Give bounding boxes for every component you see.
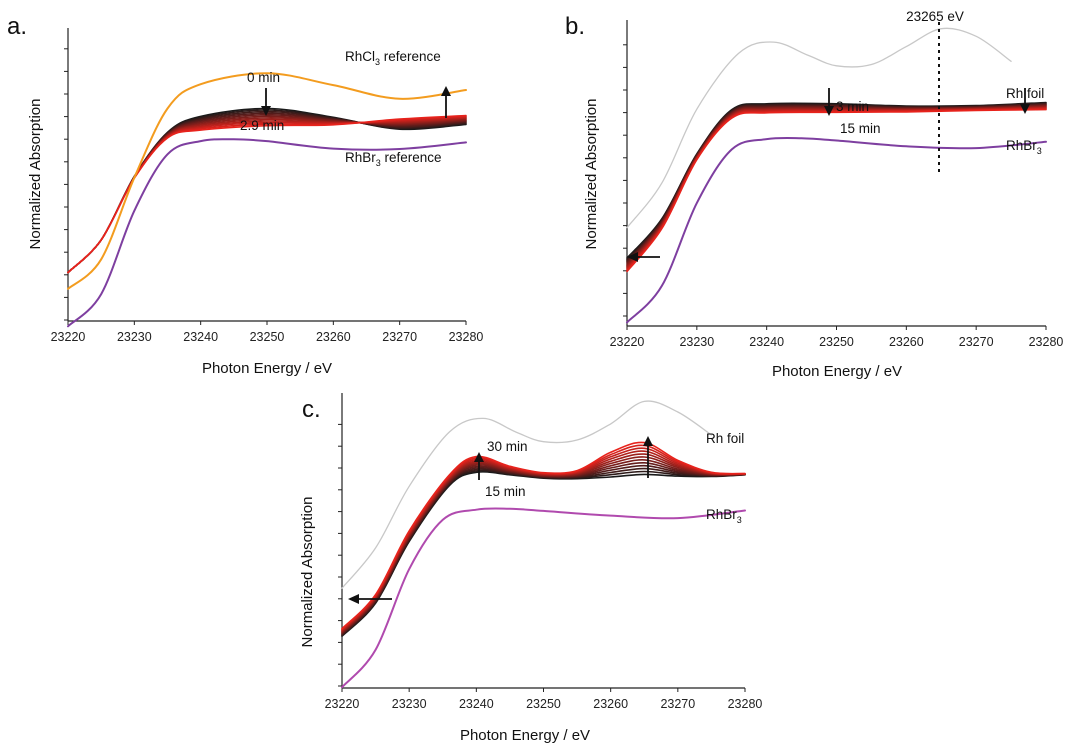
rh-foil-reference-curve-c [341,400,713,589]
time-series-curve [626,104,1047,264]
x-tick-label: 23240 [183,330,218,344]
rh-foil-label-c: Rh foil [706,431,744,446]
x-ticks-c: 23220 23230 23240 23250 23260 23270 23280 [325,688,763,711]
panel-a: a. 23220 23230 23240 23250 23260 23270 23280 N… [7,13,483,377]
rhbr3-c-label-main: RhBr [706,507,737,522]
time-series-curve [626,105,1047,267]
rhbr3-label-c: RhBr3 [706,507,742,525]
time-series-curve [626,108,1047,273]
rhcl3-label-main: RhCl [345,49,375,64]
rh-foil-reference-curve-b [626,27,1012,229]
x-axis-title-a: Photon Energy / eV [202,360,332,377]
x-tick-label: 23220 [51,330,86,344]
rhbr3-a-label-sub: 3 [376,158,381,168]
x-tick-label: 23270 [660,697,695,711]
rhbr3-a-label-main: RhBr [345,150,376,165]
x-tick-label: 23280 [1029,335,1064,349]
x-tick-label: 23240 [459,697,494,711]
time-series-curve [626,104,1047,265]
x-ticks-a: 23220 23230 23240 23250 23260 23270 23280 [51,321,484,344]
x-tick-label: 23270 [382,330,417,344]
x-tick-label: 23250 [819,335,854,349]
rhbr3-reference-curve-b [626,136,1047,324]
up-arrow-icon [474,452,484,480]
rhcl3-reference-label: RhCl3 reference [345,49,441,67]
up-arrow-icon [441,86,451,118]
end-time-label-b: 15 min [840,121,881,136]
rhbr3-reference-curve-c [341,507,746,689]
series-group-a [67,107,467,274]
time-series-curve [626,101,1047,259]
time-series-curve [626,107,1047,270]
x-axis-title-c: Photon Energy / eV [460,727,590,744]
down-arrow-icon [261,88,271,116]
rhbr3-c-label-sub: 3 [737,515,742,525]
time-series-curve [67,114,467,274]
rhbr3-reference-label-a: RhBr3 reference [345,150,442,168]
start-time-label-b: 3 min [836,99,869,114]
time-series-curve [626,103,1047,263]
rhcl3-label-sub: 3 [375,57,380,67]
x-ticks-b: 23220 23230 23240 23250 23260 23270 23280 [610,326,1064,349]
x-tick-label: 23260 [889,335,924,349]
x-tick-label: 23220 [610,335,645,349]
panel-label-b: b. [565,13,585,40]
up-arrow-icon [643,436,653,478]
time-series-curve [626,103,1047,262]
x-tick-label: 23230 [117,330,152,344]
rhcl3-reference-curve [67,72,467,290]
rhbr3-a-label-tail: reference [381,150,442,165]
time-series-curve [626,106,1047,268]
x-tick-label: 23250 [250,330,285,344]
time-series-curve [341,441,746,630]
rhcl3-label-tail: reference [380,49,441,64]
start-time-label-c: 15 min [485,484,526,499]
y-axis-title-b: Normalized Absorption [583,99,600,250]
y-ticks-a [64,48,68,321]
rhbr3-label-b: RhBr3 [1006,138,1042,156]
x-tick-label: 23230 [392,697,427,711]
series-group-b [626,101,1047,273]
y-axis-title-c: Normalized Absorption [299,497,316,648]
panel-b: b. 23220 23230 23240 23250 23260 23270 23280 N… [565,9,1063,380]
x-axis-title-b: Photon Energy / eV [772,363,902,380]
x-tick-label: 23230 [679,335,714,349]
x-tick-label: 23270 [959,335,994,349]
rhbr3-b-label-main: RhBr [1006,138,1037,153]
time-series-curve [626,108,1047,271]
end-time-label-a: 2.9 min [240,118,284,133]
x-tick-label: 23260 [593,697,628,711]
rhbr3-reference-curve-a [67,138,467,328]
left-arrow-icon [348,594,392,604]
x-tick-label: 23280 [449,330,484,344]
panel-label-a: a. [7,13,27,40]
panel-label-c: c. [302,396,321,423]
panel-c: c. 23220 23230 23240 23250 23260 23270 23280 N… [299,393,762,744]
y-axis-title-a: Normalized Absorption [27,99,44,250]
start-time-label-a: 0 min [247,70,280,85]
x-tick-label: 23280 [728,697,763,711]
x-tick-label: 23220 [325,697,360,711]
rhbr3-b-label-sub: 3 [1037,146,1042,156]
time-series-curve [626,102,1047,261]
y-ticks-c [338,423,342,687]
series-group-c [341,441,746,637]
x-tick-label: 23250 [526,697,561,711]
left-arrow-icon [627,252,660,262]
y-ticks-b [623,44,627,317]
end-time-label-c: 30 min [487,439,528,454]
down-arrow-icon [824,88,834,116]
x-tick-label: 23240 [749,335,784,349]
edge-energy-label: 23265 eV [906,9,964,24]
x-tick-label: 23260 [316,330,351,344]
down-arrow-icon [1020,88,1030,114]
time-series-curve [626,106,1047,269]
